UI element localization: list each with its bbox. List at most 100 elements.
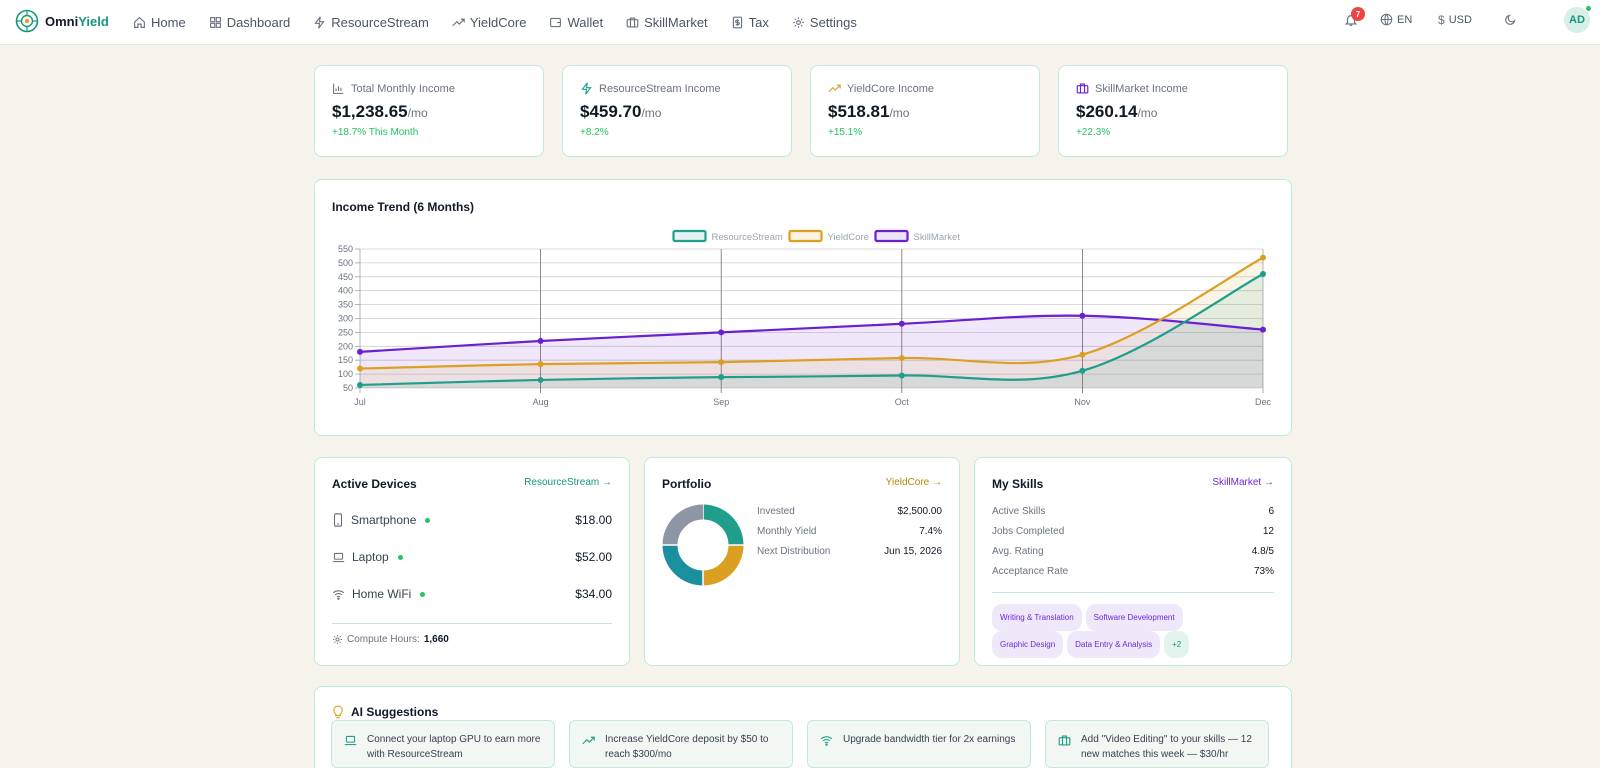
chart-title: Income Trend (6 Months): [332, 200, 475, 214]
nav-home[interactable]: Home: [133, 15, 186, 30]
currency-selector[interactable]: $ USD: [1438, 13, 1472, 27]
legend-label-skillmarket: SkillMarket: [914, 232, 961, 243]
suggestion-text: Increase YieldCore deposit by $50 to rea…: [605, 734, 769, 760]
bar-chart-icon: [333, 83, 344, 94]
briefcase-icon: [1076, 83, 1089, 94]
skillmarket-link[interactable]: SkillMarket →: [1212, 477, 1274, 488]
legend-swatch-skillmarket: [874, 229, 909, 243]
nav-label: Wallet: [567, 15, 604, 30]
notifications-button[interactable]: 7: [1344, 7, 1365, 27]
nav-label: Settings: [809, 15, 857, 30]
wifi-icon: [820, 736, 833, 746]
nav-skillmarket[interactable]: SkillMarket: [626, 15, 708, 30]
x-tick-label: Sep: [713, 397, 729, 407]
wifi-icon: [332, 589, 345, 600]
x-tick-label: Aug: [533, 397, 549, 407]
language-selector[interactable]: EN: [1380, 13, 1412, 26]
portfolio-row-invested: Invested $2,500.00: [757, 506, 942, 517]
donut-segment: [702, 544, 744, 586]
y-tick-label: 100: [338, 369, 353, 379]
y-tick-label: 200: [338, 341, 353, 351]
dollar-icon: $: [1438, 13, 1445, 27]
y-tick-label: 500: [338, 258, 353, 268]
data-point-yieldcore: [1079, 351, 1086, 358]
ai-suggestion-2[interactable]: Increase YieldCore deposit by $50 to rea…: [569, 720, 793, 768]
data-point-yieldcore: [1260, 254, 1266, 261]
portfolio-title: Portfolio: [662, 477, 712, 491]
legend-label-yieldcore: YieldCore: [828, 232, 869, 243]
moon-icon: [1505, 14, 1516, 25]
nav-resourcestream[interactable]: ResourceStream: [313, 15, 429, 30]
resourcestream-link[interactable]: ResourceStream →: [524, 477, 612, 488]
legend-swatch-resourcestream: [672, 229, 707, 243]
briefcase-icon: [1058, 735, 1071, 746]
skills-divider: [992, 592, 1274, 593]
ai-suggestion-1[interactable]: Connect your laptop GPU to earn more wit…: [331, 720, 555, 768]
y-tick-label: 250: [338, 327, 353, 337]
device-row-smartphone[interactable]: Smartphone $18.00: [332, 513, 612, 527]
nav-wallet[interactable]: Wallet: [549, 15, 603, 30]
nav-label: Dashboard: [226, 15, 291, 30]
nav-yieldcore[interactable]: YieldCore: [452, 15, 527, 30]
online-status-dot: [1585, 5, 1592, 12]
y-tick-label: 450: [338, 272, 353, 282]
nav-settings[interactable]: Settings: [792, 15, 857, 30]
yieldcore-link[interactable]: YieldCore →: [885, 477, 942, 488]
briefcase-icon: [626, 17, 639, 28]
home-icon: [134, 16, 145, 28]
stat-label: YieldCore Income: [828, 82, 1022, 95]
data-point-resourcestream: [898, 372, 905, 379]
more-skills-tag[interactable]: +2: [1164, 631, 1190, 658]
skill-tag[interactable]: Writing & Translation: [992, 604, 1082, 631]
stat-label: ResourceStream Income: [580, 82, 774, 95]
user-avatar[interactable]: AD: [1564, 5, 1592, 33]
my-skills-card: My Skills SkillMarket → Active Skills 6 J…: [974, 457, 1292, 666]
nav-tax[interactable]: Tax: [731, 15, 769, 30]
nav-dashboard[interactable]: Dashboard: [209, 15, 291, 30]
y-tick-label: 300: [338, 314, 353, 324]
skill-tags: Writing & Translation Software Developmen…: [992, 604, 1281, 658]
theme-toggle[interactable]: [1504, 13, 1517, 26]
omniyield-logo-icon: [15, 9, 39, 33]
device-row-home-wifi[interactable]: Home WiFi $34.00: [332, 587, 612, 601]
skill-tag[interactable]: Software Development: [1085, 604, 1183, 631]
y-tick-label: 400: [338, 286, 353, 296]
stat-card-resourcestream: ResourceStream Income $459.70/mo +8.2%: [562, 65, 792, 157]
ai-suggestions-header: AI Suggestions: [332, 705, 438, 719]
stat-change: +8.2%: [580, 127, 609, 138]
portfolio-row-monthly-yield: Monthly Yield 7.4%: [757, 526, 942, 537]
top-navigation-bar: OmniYield Home Dashboard ResourceStream …: [0, 0, 1600, 45]
device-name: Laptop: [352, 550, 389, 564]
y-tick-label: 350: [338, 300, 353, 310]
legend-label-resourcestream: ResourceStream: [712, 232, 783, 243]
device-row-laptop[interactable]: Laptop $52.00: [332, 550, 612, 564]
brand[interactable]: OmniYield: [15, 9, 109, 33]
compute-hours: Compute Hours: 1,660: [332, 634, 449, 645]
globe-icon: [1380, 13, 1393, 26]
notification-count-badge: 7: [1351, 7, 1365, 21]
device-amount: $18.00: [575, 513, 612, 527]
ai-suggestion-4[interactable]: Add "Video Editing" to your skills — 12 …: [1045, 720, 1269, 768]
portfolio-donut-chart: [662, 504, 744, 586]
lightbulb-icon: [333, 705, 343, 719]
skill-tag[interactable]: Graphic Design: [992, 631, 1064, 658]
x-tick-label: Nov: [1074, 397, 1091, 407]
stat-change: +22.3%: [1076, 127, 1111, 138]
skills-row-acceptance: Acceptance Rate 73%: [992, 566, 1274, 577]
active-devices-card: Active Devices ResourceStream → Smartpho…: [314, 457, 630, 666]
gear-icon: [333, 635, 342, 644]
suggestion-text: Add "Video Editing" to your skills — 12 …: [1081, 734, 1252, 760]
x-tick-label: Jul: [354, 397, 366, 407]
stat-card-yieldcore: YieldCore Income $518.81/mo +15.1%: [810, 65, 1040, 157]
main-nav: Home Dashboard ResourceStream YieldCore …: [133, 0, 857, 45]
stat-card-total: Total Monthly Income $1,238.65/mo +18.7%…: [314, 65, 544, 157]
skill-tag[interactable]: Data Entry & Analysis: [1067, 631, 1161, 658]
stat-card-skillmarket: SkillMarket Income $260.14/mo +22.3%: [1058, 65, 1288, 157]
nav-label: YieldCore: [469, 15, 527, 30]
y-tick-label: 50: [343, 383, 353, 393]
x-tick-label: Dec: [1255, 397, 1272, 407]
ai-suggestion-3[interactable]: Upgrade bandwidth tier for 2x earnings: [807, 720, 1031, 768]
nav-label: Home: [151, 15, 186, 30]
device-name: Smartphone: [351, 513, 417, 527]
laptop-icon: [332, 552, 345, 562]
